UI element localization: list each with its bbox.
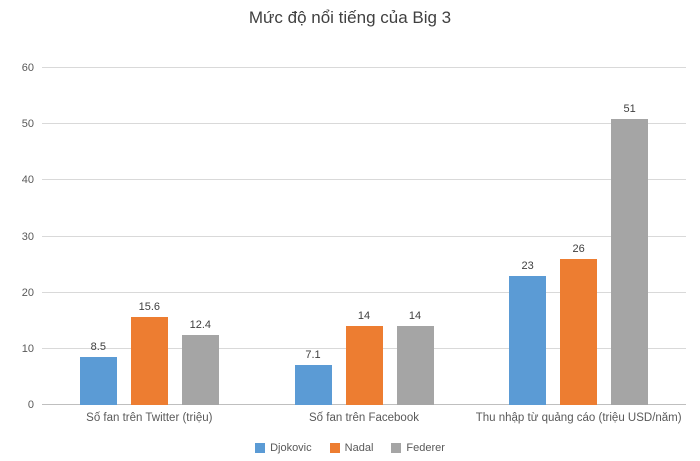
- bar-value-label: 8.5: [90, 341, 106, 354]
- y-tick-label-20: 20: [21, 286, 34, 299]
- gridline-20: [42, 291, 686, 293]
- bar-federer-2: 14: [396, 310, 434, 405]
- bar-value-label: 14: [357, 310, 371, 323]
- legend-swatch-djokovic: [255, 443, 266, 453]
- legend-label-djokovic: Djokovic: [270, 442, 312, 454]
- bar-nadal-2: 14: [345, 310, 383, 405]
- gridline-40: [42, 179, 686, 181]
- legend-item-djokovic: Djokovic: [255, 442, 312, 454]
- bar-value-label: 51: [623, 102, 636, 115]
- bar-value-label: 14: [408, 310, 422, 323]
- category-label-1: Số fan trên Twitter (triệu): [86, 412, 213, 424]
- bar-group-1: 8.5 15.6 12.4: [42, 68, 257, 405]
- bar-djokovic-1: 8.5: [79, 341, 117, 405]
- bar-djokovic-2: 7.1: [294, 349, 332, 405]
- gridline-60: [42, 67, 686, 68]
- chart-title: Mức độ nổi tiếng của Big 3: [248, 8, 452, 27]
- legend-item-federer: Federer: [391, 442, 445, 454]
- bar-value-label: 23: [521, 259, 534, 272]
- bar-group-3: 23 26 51: [471, 68, 686, 405]
- y-tick-label-10: 10: [21, 342, 34, 355]
- bar-federer-3: 51: [611, 103, 649, 405]
- legend: Djokovic Nadal Federer: [0, 442, 700, 454]
- bar-value-label: 12.4: [189, 319, 212, 332]
- bar-nadal-3: 26: [560, 243, 598, 405]
- gridline-30: [42, 235, 686, 237]
- y-tick-label-50: 50: [21, 118, 34, 131]
- bar-nadal-1: 15.6: [130, 301, 168, 405]
- y-tick-label-40: 40: [21, 174, 34, 187]
- bar-djokovic-3: 23: [509, 260, 547, 405]
- bar-federer-1: 12.4: [181, 319, 219, 405]
- y-tick-label-30: 30: [21, 230, 34, 243]
- legend-label-federer: Federer: [406, 442, 445, 454]
- category-label-3: Thu nhập từ quảng cáo (triệu USD/năm): [475, 412, 682, 424]
- legend-swatch-nadal: [329, 443, 340, 453]
- category-label-2: Số fan trên Facebook: [309, 412, 419, 424]
- legend-item-nadal: Nadal: [329, 442, 374, 454]
- y-tick-label-60: 60: [21, 62, 34, 74]
- bar-value-label: 15.6: [138, 301, 161, 314]
- legend-swatch-federer: [391, 443, 402, 453]
- plot-area: 0 10 20 30 40 50 60 8.5 15.6 12.4 7.1 14 14 23 26 51: [22, 62, 686, 411]
- y-tick-label-0: 0: [27, 399, 34, 411]
- legend-label-nadal: Nadal: [344, 442, 374, 454]
- bar-value-label: 7.1: [305, 349, 321, 362]
- bar-group-2: 7.1 14 14: [257, 68, 472, 405]
- gridline-50: [42, 123, 686, 125]
- bar-groups: 8.5 15.6 12.4 7.1 14 14 23 26 51: [42, 68, 686, 405]
- bar-value-label: 26: [572, 242, 585, 255]
- x-axis-labels: Số fan trên Twitter (triệu) Số fan trên F…: [42, 412, 686, 424]
